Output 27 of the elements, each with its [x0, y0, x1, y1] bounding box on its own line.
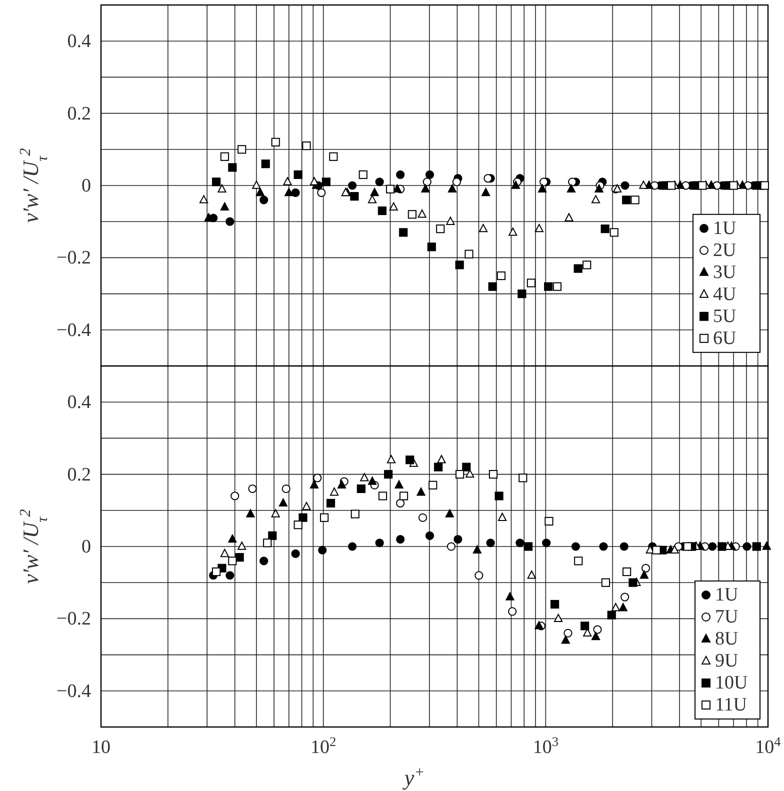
x-axis-title: y$^{+}$	[402, 764, 425, 790]
legend-label: 1U	[715, 584, 738, 606]
x-tick-label: 10$^{4}$	[755, 734, 782, 758]
x-tick-label: 10	[92, 737, 110, 758]
x-tick-label: 10$^{2}$	[310, 734, 336, 758]
x-tick-label: 10$^{3}$	[532, 734, 559, 758]
y-tick-label: −0.2	[56, 247, 91, 268]
legend-label: 11U	[715, 694, 748, 716]
legend-label: 4U	[713, 284, 736, 305]
y-tick-label: −0.2	[56, 608, 91, 630]
y-tick-label: 0	[82, 536, 91, 557]
y-tick-label: 0.2	[67, 102, 91, 124]
legend-label: 10U	[715, 672, 748, 694]
legend-label: 3U	[713, 262, 736, 283]
y-tick-label: 0.2	[67, 464, 91, 485]
legend-label: 7U	[715, 606, 738, 628]
y-tick-label: 0.4	[67, 392, 92, 413]
legend-label: 6U	[713, 328, 736, 349]
y-tick-label: 0.4	[67, 30, 92, 52]
legend-label: 9U	[715, 650, 738, 672]
y-tick-label: 0	[82, 175, 91, 196]
legend-label: 1U	[713, 218, 736, 239]
legend-label: 8U	[715, 628, 738, 650]
y-tick-label: −0.4	[56, 680, 92, 702]
legend-label: 5U	[713, 306, 736, 327]
legend-label: 2U	[713, 240, 736, 261]
y-tick-label: −0.4	[56, 319, 92, 340]
